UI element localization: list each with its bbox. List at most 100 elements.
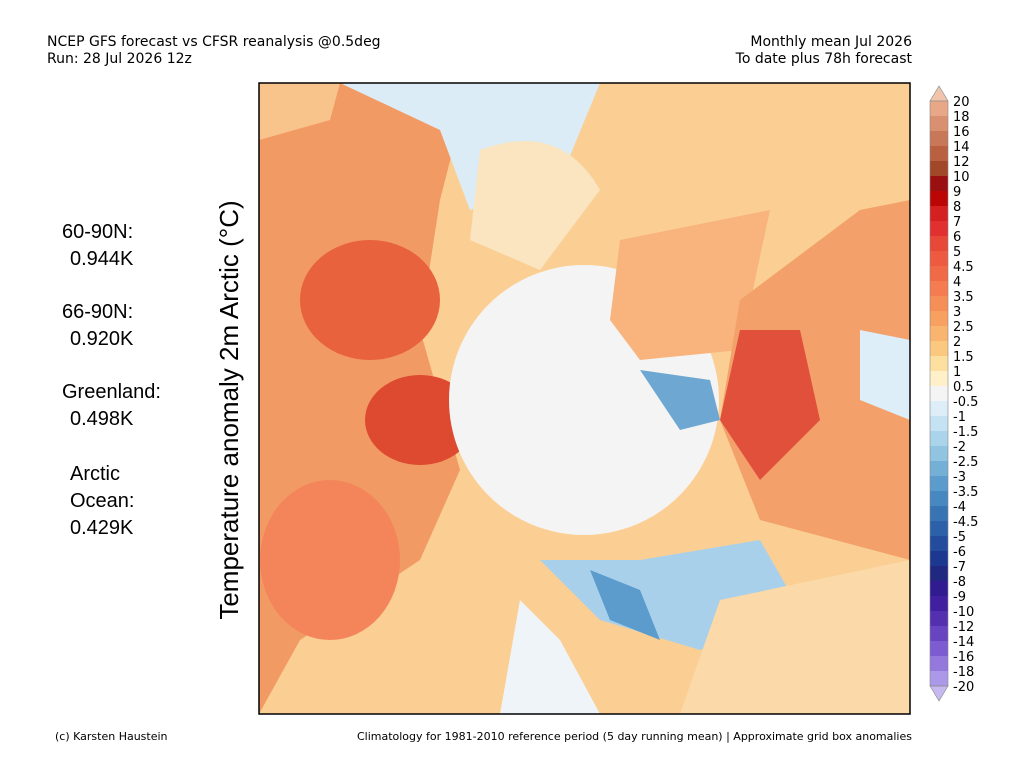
colorbar-label: 16 <box>953 125 970 140</box>
title-right: Monthly mean Jul 2026 <box>750 34 912 50</box>
colorbar-label: 1 <box>953 365 961 380</box>
colorbar-bin <box>930 506 948 521</box>
colorbar-label: -14 <box>953 635 974 650</box>
colorbar-bin <box>930 116 948 131</box>
colorbar-bin <box>930 221 948 236</box>
subtitle-right: To date plus 78h forecast <box>735 51 913 67</box>
stat-value: 0.429K <box>70 517 134 539</box>
colorbar-bin <box>930 131 948 146</box>
colorbar-label: 3 <box>953 305 961 320</box>
colorbar-label: -1 <box>953 410 966 425</box>
colorbar-bin <box>930 146 948 161</box>
colorbar-label: -2 <box>953 440 966 455</box>
colorbar-bin <box>930 326 948 341</box>
stat-value: 0.920K <box>70 328 134 350</box>
colorbar-label: -2.5 <box>953 455 978 470</box>
colorbar-label: -16 <box>953 650 974 665</box>
stat-label: Ocean: <box>70 490 134 512</box>
colorbar: 201816141210987654.543.532.521.510.5-0.5… <box>929 85 978 702</box>
colorbar-bin <box>930 401 948 416</box>
colorbar-bin <box>930 551 948 566</box>
run: Run: 28 Jul 2026 12z <box>47 51 192 67</box>
stat-label: Arctic <box>70 463 120 485</box>
colorbar-label: 7 <box>953 215 961 230</box>
colorbar-triangle <box>929 685 949 702</box>
colorbar-bin <box>930 266 948 281</box>
colorbar-bin <box>930 581 948 596</box>
colorbar-label: -6 <box>953 545 966 560</box>
colorbar-label: -3 <box>953 470 966 485</box>
colorbar-bin <box>930 491 948 506</box>
colorbar-label: -3.5 <box>953 485 978 500</box>
colorbar-label: 18 <box>953 110 970 125</box>
colorbar-label: -0.5 <box>953 395 978 410</box>
colorbar-bin <box>930 461 948 476</box>
colorbar-bin <box>930 656 948 671</box>
axis-label: Temperature anomaly 2m Arctic (°C) <box>214 200 244 619</box>
colorbar-bin <box>930 191 948 206</box>
colorbar-label: 12 <box>953 155 970 170</box>
colorbar-bin <box>930 101 948 116</box>
colorbar-label: 14 <box>953 140 970 155</box>
colorbar-bin <box>930 161 948 176</box>
colorbar-bin <box>930 431 948 446</box>
colorbar-label: 1.5 <box>953 350 974 365</box>
stat-value: 0.498K <box>70 408 134 430</box>
colorbar-label: -1.5 <box>953 425 978 440</box>
colorbar-bin <box>930 641 948 656</box>
colorbar-label: 9 <box>953 185 961 200</box>
colorbar-label: -20 <box>953 680 974 695</box>
colorbar-bin <box>930 566 948 581</box>
colorbar-triangle <box>929 85 949 102</box>
colorbar-label: 8 <box>953 200 961 215</box>
colorbar-label: 20 <box>953 95 970 110</box>
colorbar-bin <box>930 311 948 326</box>
colorbar-bin <box>930 626 948 641</box>
colorbar-bin <box>930 176 948 191</box>
colorbar-label: 2 <box>953 335 961 350</box>
colorbar-bin <box>930 236 948 251</box>
map <box>259 83 910 714</box>
footer-note: Climatology for 1981-2010 reference peri… <box>357 730 912 743</box>
colorbar-label: 2.5 <box>953 320 974 335</box>
credit: (c) Karsten Haustein <box>55 730 168 743</box>
colorbar-label: 0.5 <box>953 380 974 395</box>
colorbar-label: -10 <box>953 605 974 620</box>
colorbar-label: -12 <box>953 620 974 635</box>
stats: 60-90N: 0.944K 66-90N: 0.920K Greenland: 0.49… <box>62 221 161 539</box>
colorbar-label: 6 <box>953 230 961 245</box>
colorbar-label: -8 <box>953 575 966 590</box>
colorbar-bin <box>930 296 948 311</box>
colorbar-bin <box>930 476 948 491</box>
colorbar-bin <box>930 386 948 401</box>
colorbar-bin <box>930 521 948 536</box>
colorbar-label: 4 <box>953 275 961 290</box>
stat-label: Greenland: <box>62 381 161 403</box>
stat-label: 66-90N: <box>62 301 133 323</box>
colorbar-bin <box>930 371 948 386</box>
colorbar-bin <box>930 281 948 296</box>
colorbar-frame <box>929 100 949 687</box>
colorbar-label: -7 <box>953 560 966 575</box>
colorbar-bin <box>930 536 948 551</box>
colorbar-bin <box>930 671 948 686</box>
colorbar-bin <box>930 251 948 266</box>
colorbar-label: 3.5 <box>953 290 974 305</box>
colorbar-bin <box>930 611 948 626</box>
colorbar-bin <box>930 416 948 431</box>
colorbar-bin <box>930 356 948 371</box>
colorbar-bin <box>930 206 948 221</box>
colorbar-label: 10 <box>953 170 970 185</box>
colorbar-label: 4.5 <box>953 260 974 275</box>
colorbar-label: -5 <box>953 530 966 545</box>
stat-value: 0.944K <box>70 248 134 270</box>
title: NCEP GFS forecast vs CFSR reanalysis @0.… <box>47 34 381 50</box>
colorbar-bin <box>930 446 948 461</box>
colorbar-bin <box>930 341 948 356</box>
colorbar-label: -9 <box>953 590 966 605</box>
map-frame <box>258 82 911 715</box>
colorbar-bin <box>930 596 948 611</box>
colorbar-label: 5 <box>953 245 961 260</box>
